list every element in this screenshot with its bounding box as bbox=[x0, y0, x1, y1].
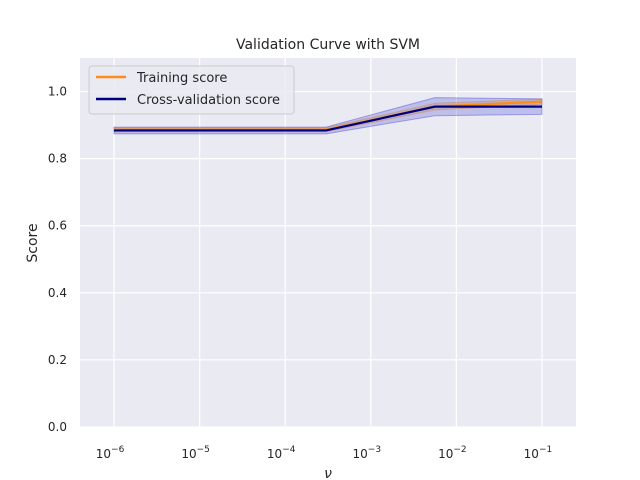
y-axis-ticks: 0.0 0.2 0.4 0.6 0.8 1.0 bbox=[48, 85, 67, 434]
x-axis-ticks: 10−6 10−5 10−4 10−3 10−2 10−1 bbox=[96, 445, 552, 461]
y-tick-label: 0.6 bbox=[48, 219, 67, 233]
x-axis-label: ν bbox=[324, 466, 332, 480]
y-tick-label: 0.2 bbox=[48, 353, 67, 367]
y-tick-label: 0.0 bbox=[48, 420, 67, 434]
score-lines bbox=[114, 100, 542, 132]
x-tick-label: 10−5 bbox=[181, 445, 210, 461]
x-tick-label: 10−4 bbox=[267, 445, 296, 461]
x-tick-label: 10−3 bbox=[353, 445, 382, 461]
x-tick-label: 10−2 bbox=[438, 445, 467, 461]
legend-box bbox=[88, 65, 295, 115]
chart-title: Validation Curve with SVM bbox=[236, 37, 420, 53]
plot-background bbox=[80, 58, 576, 427]
y-axis-label: Score bbox=[25, 223, 41, 262]
legend-label-training: Training score bbox=[136, 71, 227, 86]
x-tick-label: 10−1 bbox=[524, 445, 553, 461]
legend: Training score Cross-validation score bbox=[88, 65, 295, 115]
grid-lines bbox=[80, 58, 576, 428]
y-tick-label: 1.0 bbox=[48, 85, 67, 99]
x-tick-label: 10−6 bbox=[96, 445, 125, 461]
y-tick-label: 0.4 bbox=[48, 286, 67, 300]
legend-label-cross-validation: Cross-validation score bbox=[137, 93, 280, 108]
line-cross-validation bbox=[114, 105, 542, 132]
y-tick-label: 0.8 bbox=[48, 152, 67, 166]
